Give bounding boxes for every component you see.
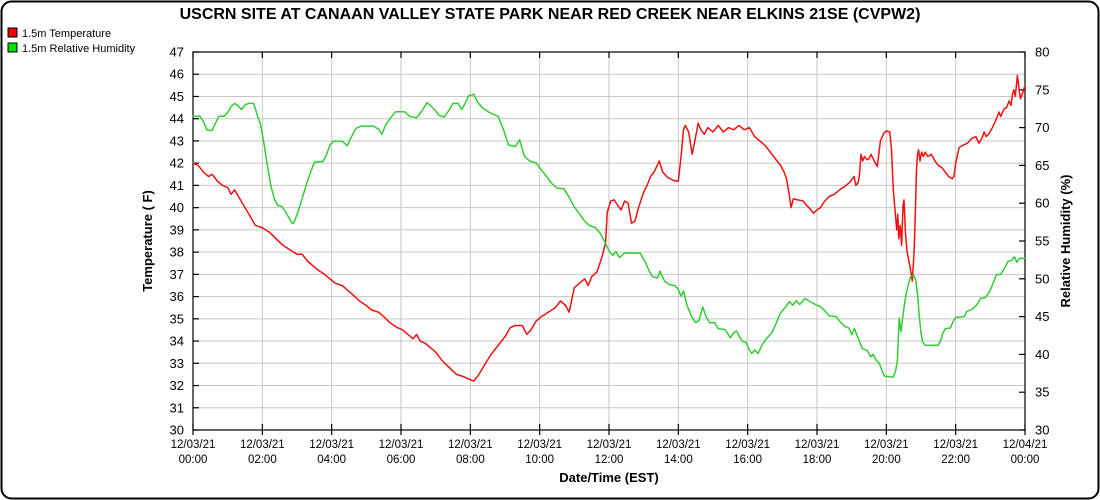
x-tick-time: 10:00 <box>525 454 554 466</box>
legend-label-humidity: 1.5m Relative Humidity <box>22 43 136 55</box>
x-tick-date: 12/03/21 <box>448 439 493 451</box>
x-tick-date: 12/03/21 <box>795 439 840 451</box>
left-tick-label: 32 <box>170 378 184 393</box>
left-tick-label: 44 <box>170 111 184 126</box>
left-axis-title: Temperature ( F) <box>140 190 155 292</box>
x-tick-time: 02:00 <box>248 454 277 466</box>
x-tick-date: 12/03/21 <box>309 439 354 451</box>
x-tick-date: 12/03/21 <box>933 439 978 451</box>
left-tick-label: 36 <box>170 289 184 304</box>
x-axis-title: Date/Time (EST) <box>559 470 658 485</box>
right-tick-label: 55 <box>1035 234 1049 249</box>
x-tick-time: 12:00 <box>595 454 624 466</box>
left-tick-label: 35 <box>170 311 184 326</box>
legend-label-temperature: 1.5m Temperature <box>22 28 111 40</box>
left-tick-label: 47 <box>170 45 184 60</box>
humidity-swatch-icon <box>7 42 18 53</box>
right-tick-label: 80 <box>1035 45 1049 60</box>
x-tick-date: 12/03/21 <box>171 439 216 451</box>
right-tick-label: 65 <box>1035 158 1049 173</box>
legend: 1.5m Temperature 1.5m Relative Humidity <box>7 27 136 55</box>
right-tick-label: 45 <box>1035 309 1049 324</box>
right-tick-label: 50 <box>1035 271 1049 286</box>
x-tick-time: 00:00 <box>179 454 208 466</box>
left-tick-label: 31 <box>170 400 184 415</box>
x-tick-time: 20:00 <box>872 454 901 466</box>
temperature-line <box>192 74 1026 382</box>
left-tick-label: 40 <box>170 200 184 215</box>
x-tick-date: 12/03/21 <box>656 439 701 451</box>
plot-area: 30 31 32 33 34 35 36 37 38 39 40 41 42 43 44 45 46 47 30 35… <box>170 45 1050 467</box>
humidity-line <box>192 93 1026 378</box>
chart-title: USCRN SITE AT CANAAN VALLEY STATE PARK N… <box>180 6 921 23</box>
legend-item-humidity: 1.5m Relative Humidity <box>7 42 136 55</box>
x-tick-date: 12/03/21 <box>379 439 424 451</box>
left-tick-label: 39 <box>170 222 184 237</box>
x-tick-time: 08:00 <box>456 454 485 466</box>
left-tick-label: 41 <box>170 178 184 193</box>
x-tick-time: 22:00 <box>941 454 970 466</box>
right-tick-label: 60 <box>1035 196 1049 211</box>
left-tick-label: 30 <box>170 423 184 438</box>
left-tick-label: 33 <box>170 356 184 371</box>
left-tick-label: 37 <box>170 267 184 282</box>
left-tick-label: 43 <box>170 133 184 148</box>
x-tick-time: 06:00 <box>387 454 416 466</box>
left-tick-label: 42 <box>170 156 184 171</box>
x-tick-date: 12/03/21 <box>240 439 285 451</box>
right-tick-label: 70 <box>1035 120 1049 135</box>
x-tick-time: 04:00 <box>317 454 346 466</box>
legend-item-temperature: 1.5m Temperature <box>7 27 111 40</box>
right-tick-label: 30 <box>1035 423 1049 438</box>
left-tick-label: 45 <box>170 89 184 104</box>
right-axis-title: Relative Humidity (%) <box>1058 175 1073 308</box>
right-tick-label: 75 <box>1035 82 1049 97</box>
temperature-swatch-icon <box>7 27 18 38</box>
x-tick-date: 12/04/21 <box>1003 439 1048 451</box>
x-tick-date: 12/03/21 <box>587 439 632 451</box>
x-tick-time: 00:00 <box>1011 454 1040 466</box>
left-tick-label: 46 <box>170 67 184 82</box>
x-tick-date: 12/03/21 <box>864 439 909 451</box>
x-tick-date: 12/03/21 <box>517 439 562 451</box>
right-tick-label: 35 <box>1035 385 1049 400</box>
left-tick-label: 34 <box>170 334 184 349</box>
right-tick-label: 40 <box>1035 347 1049 362</box>
x-tick-time: 14:00 <box>664 454 693 466</box>
x-tick-time: 16:00 <box>733 454 762 466</box>
x-tick-date: 12/03/21 <box>725 439 770 451</box>
x-tick-time: 18:00 <box>803 454 832 466</box>
left-tick-label: 38 <box>170 245 184 260</box>
